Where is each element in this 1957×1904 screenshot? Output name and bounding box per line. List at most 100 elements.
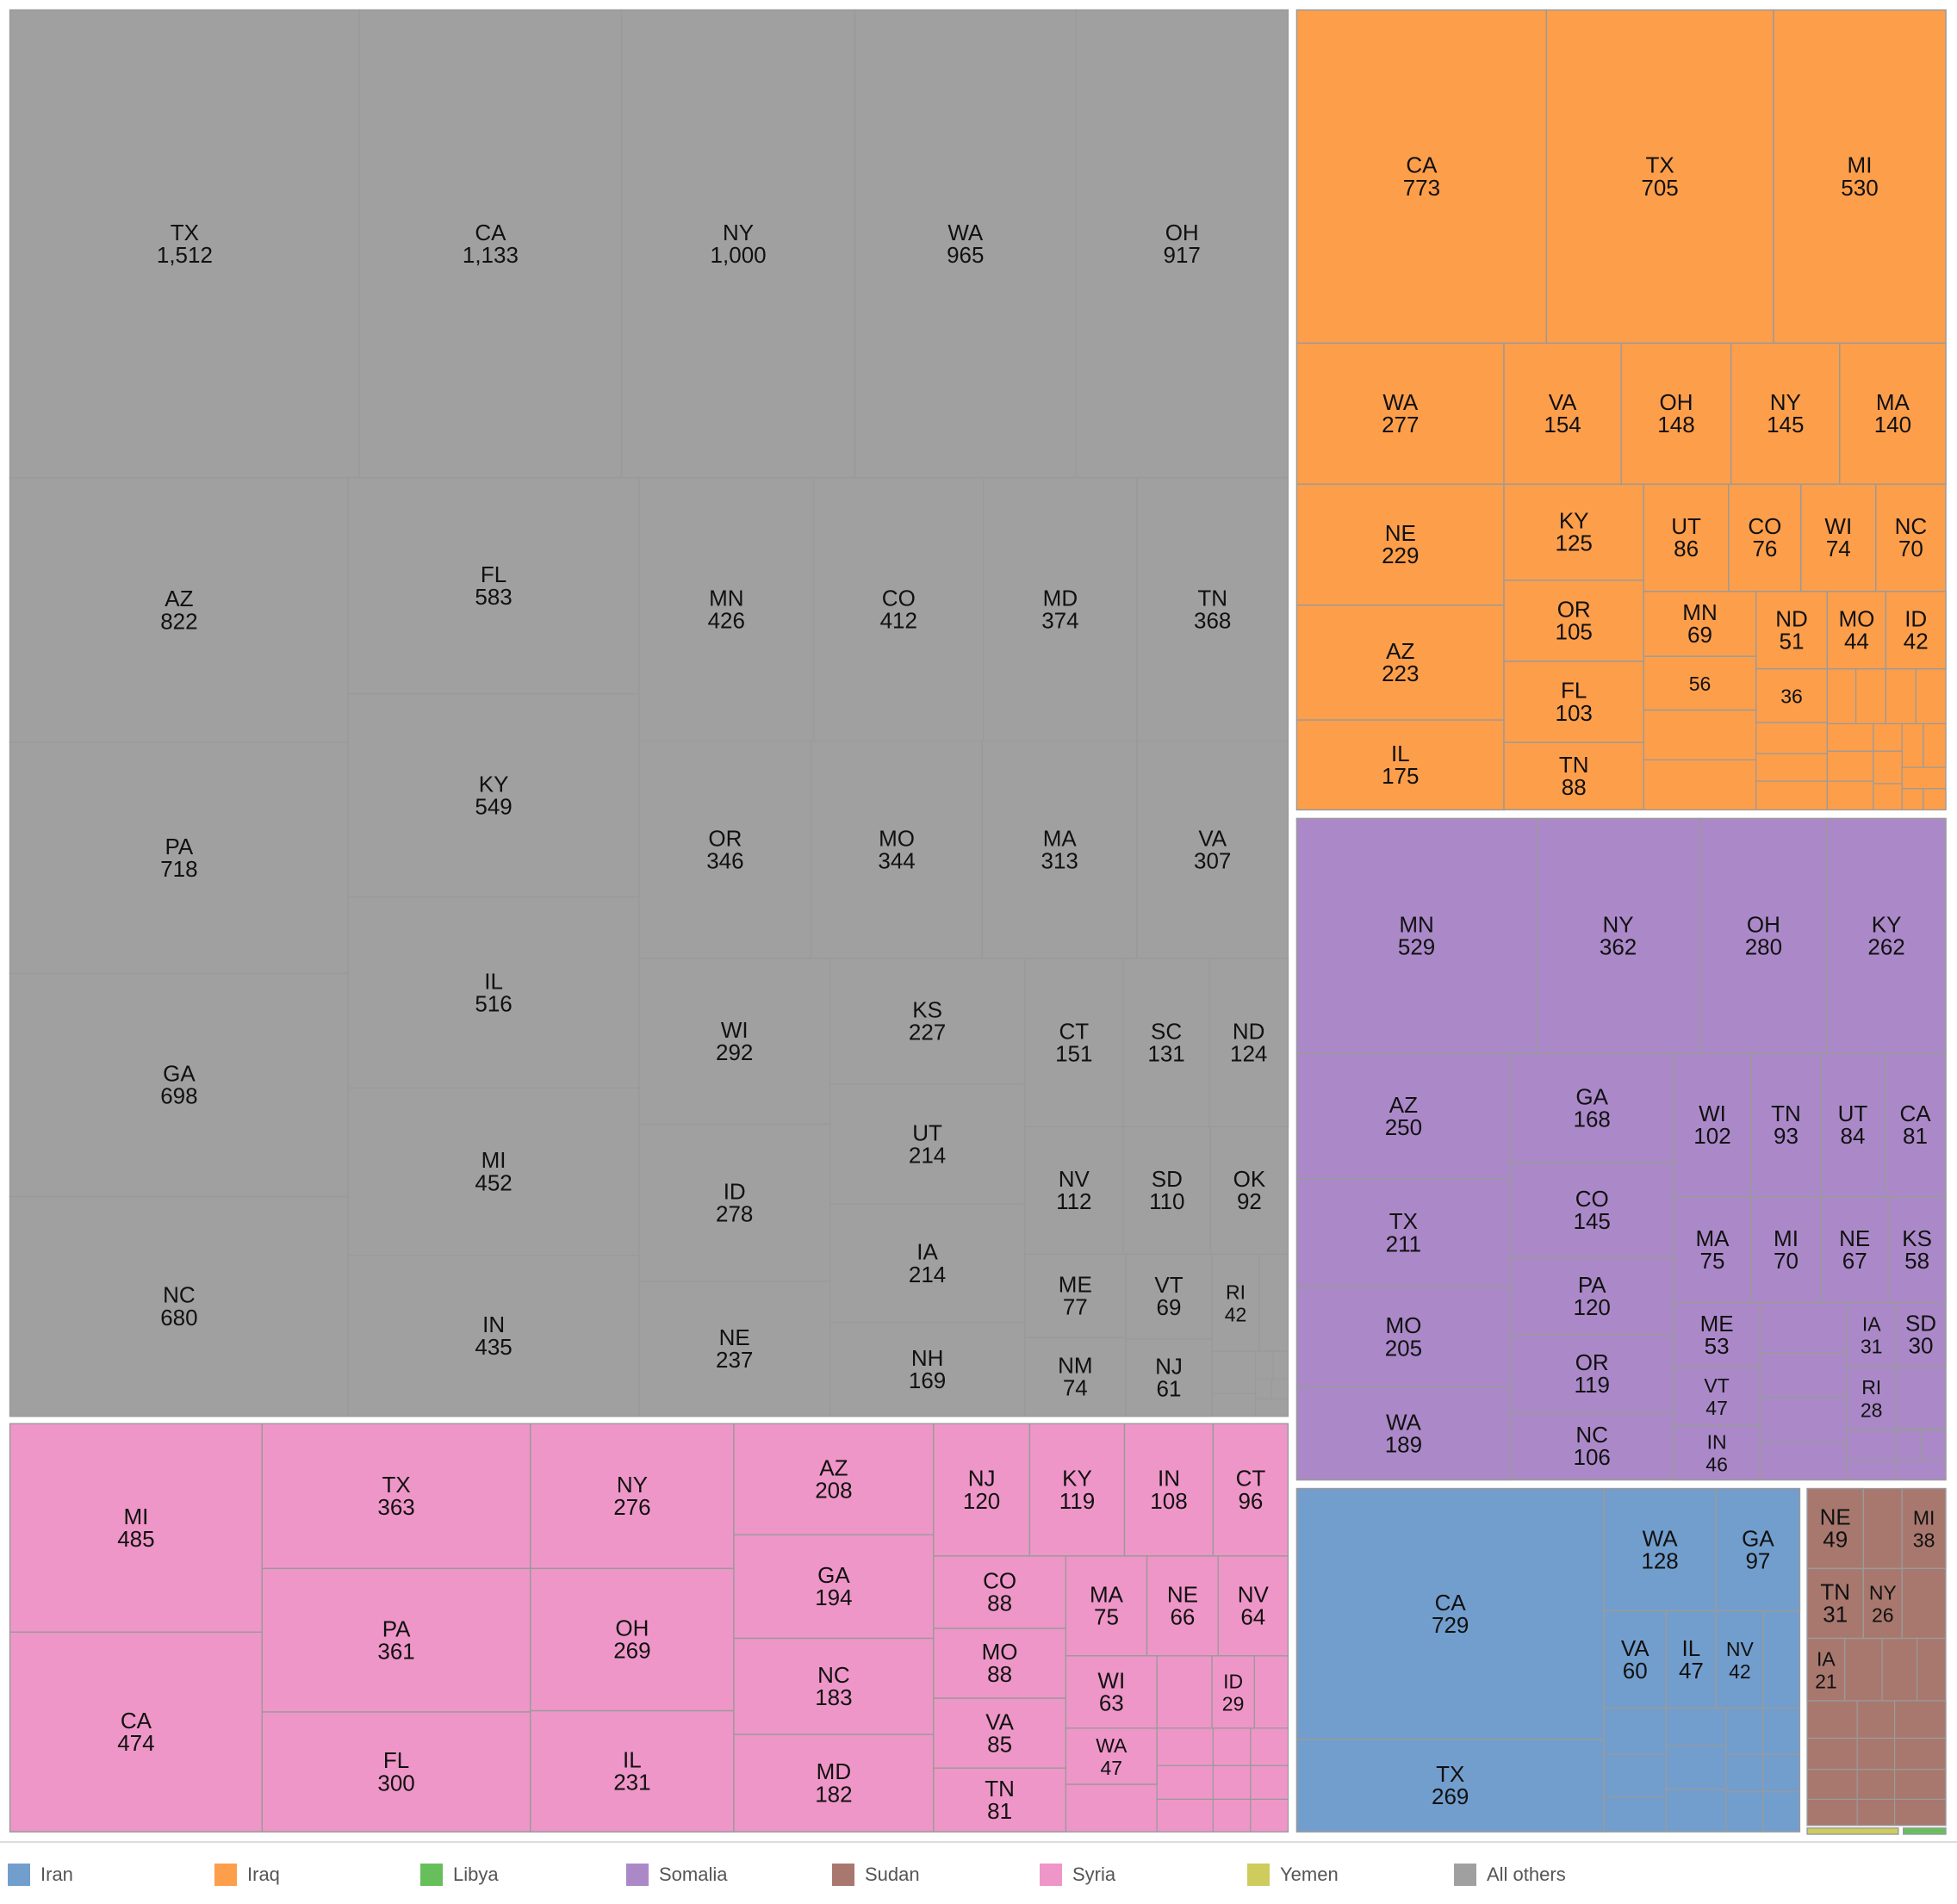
cell-iraq-ne-label: NE [1385,520,1416,546]
cell-all-others-ok-label: OK [1233,1166,1266,1192]
cell-sudan-tn-value: 31 [1823,1602,1848,1628]
cell-iran-small [1762,1609,1801,1709]
cell-iraq-or-value: 105 [1556,619,1593,645]
legend-label-sudan: Sudan [865,1864,920,1885]
cell-all-others-az [9,477,350,743]
cell-iran-ga [1715,1487,1801,1612]
cell-somalia-nc-label: NC [1575,1422,1608,1448]
cell-iraq-ma [1839,342,1947,485]
cell-all-others-vt-value: 69 [1157,1294,1182,1320]
cell-all-others-ky-value: 549 [475,794,512,820]
cell-all-others-small [1258,1253,1289,1352]
cell-all-others-small [1255,1350,1274,1380]
cell-all-others-ma [981,741,1138,959]
cell-all-others-nc-label: NC [163,1282,196,1308]
cell-iraq-nc-label: NC [1895,513,1928,539]
cell-all-others-me [1023,1253,1127,1338]
cell-iraq-va-value: 154 [1544,412,1581,437]
group-libya [1902,1827,1947,1835]
cell-iran-va-label: VA [1621,1635,1649,1661]
cell-iran-nv-value: 42 [1729,1660,1751,1683]
cell-all-others-pa-label: PA [165,834,194,859]
cell-iraq-ny-value: 145 [1767,412,1804,437]
cell-syria-ny [530,1423,735,1570]
cell-somalia-or-label: OR [1575,1349,1609,1375]
cell-all-others-nv-label: NV [1059,1166,1090,1192]
cell-iraq-tx-value: 705 [1641,175,1678,201]
cell-syria-id-value: 29 [1222,1693,1245,1715]
cell-all-others-il [347,896,640,1089]
cell-all-others-ut-value: 214 [909,1142,946,1168]
cell-syria-pa-value: 361 [377,1638,414,1664]
cell-all-others-md-label: MD [1043,586,1078,611]
cell-somalia-oh-value: 280 [1745,934,1782,960]
cell-all-others-az-value: 822 [160,608,197,634]
cell-somalia-small [1846,1429,1897,1461]
cell-syria-il [530,1709,735,1833]
legend-item-all-others: All others [1454,1862,1566,1888]
cell-iran-small [1665,1745,1727,1790]
cell-all-others-me-value: 77 [1063,1294,1088,1320]
cell-all-others-wa-value: 965 [947,242,984,268]
cell-iran-small [1762,1791,1801,1833]
cell-all-others-nd-value: 124 [1230,1040,1267,1066]
cell-all-others-tn-value: 368 [1194,608,1231,634]
cell-syria-nj [933,1423,1031,1557]
cell-iran-small [1665,1789,1727,1833]
cell-somalia-sd-label: SD [1905,1310,1936,1336]
cell-all-others-mi [347,1087,640,1256]
cell-sudan-ne [1806,1487,1865,1569]
cell-sudan-small [1856,1769,1896,1801]
cell-all-others-nm [1023,1337,1127,1417]
cell-all-others-il-value: 516 [475,990,512,1016]
cell-all-others-ma-label: MA [1043,825,1078,851]
cell-all-others-nm-label: NM [1058,1353,1092,1379]
cell-syria-tn-label: TN [985,1776,1015,1802]
cell-syria-small [1156,1764,1214,1801]
cell-syria-az-value: 208 [815,1478,852,1504]
cell-syria-co [933,1555,1067,1629]
cell-syria-small [1156,1655,1213,1729]
cell-somalia-tx-label: TX [1389,1208,1418,1234]
legend-label-iran: Iran [40,1864,73,1885]
cell-iraq-ca [1295,9,1547,344]
cell-iraq-ut-value: 86 [1674,536,1699,561]
cell-somalia-small [1895,1365,1947,1430]
cell-syria-tx [261,1423,531,1570]
cell-syria-fl [261,1711,531,1833]
cell-somalia-vt-value: 47 [1705,1397,1728,1419]
cell-all-others-co-label: CO [882,586,916,611]
cell-iran-small [1665,1708,1727,1746]
cell-somalia-ut-label: UT [1838,1101,1868,1126]
cell-sudan-small [1862,1487,1903,1569]
cell-iran-small [1762,1708,1801,1755]
cell-iraq-oh [1620,342,1732,485]
cell-all-others-small [1211,1392,1257,1417]
cell-all-others-small [1255,1398,1289,1417]
cell-all-others-co-value: 412 [880,608,917,634]
legend-swatch-iran [8,1864,30,1886]
cell-all-others-mi-label: MI [481,1147,506,1173]
cell-syria-wa [1065,1727,1158,1785]
cell-syria-tx-value: 363 [377,1494,414,1520]
cell-syria-ky-label: KY [1062,1466,1092,1492]
cell-iraq-tn-label: TN [1559,752,1589,778]
legend-label-syria: Syria [1072,1864,1116,1885]
cell-all-others-mn-value: 426 [708,608,745,634]
cell-syria-mo-label: MO [982,1639,1018,1665]
cell-syria-ky-value: 119 [1059,1488,1095,1514]
cell-syria-il-value: 231 [613,1770,650,1795]
cell-all-others-md [983,477,1138,742]
cell-somalia-ne-label: NE [1839,1225,1870,1251]
cell-sudan-tn [1806,1567,1865,1640]
cell-all-others-va-value: 307 [1194,848,1231,874]
cell-iraq-mo [1826,591,1887,670]
cell-all-others-tx [9,9,361,479]
cell-iraq-small [1923,788,1947,810]
cell-all-others-wi [638,958,831,1126]
cell-sudan-ny-value: 26 [1872,1604,1894,1627]
cell-syria-ct [1212,1423,1289,1557]
cell-sudan-mi-label: MI [1913,1507,1935,1529]
cell-all-others-ny-label: NY [723,220,754,245]
cell-somalia-nc-value: 106 [1574,1444,1611,1470]
